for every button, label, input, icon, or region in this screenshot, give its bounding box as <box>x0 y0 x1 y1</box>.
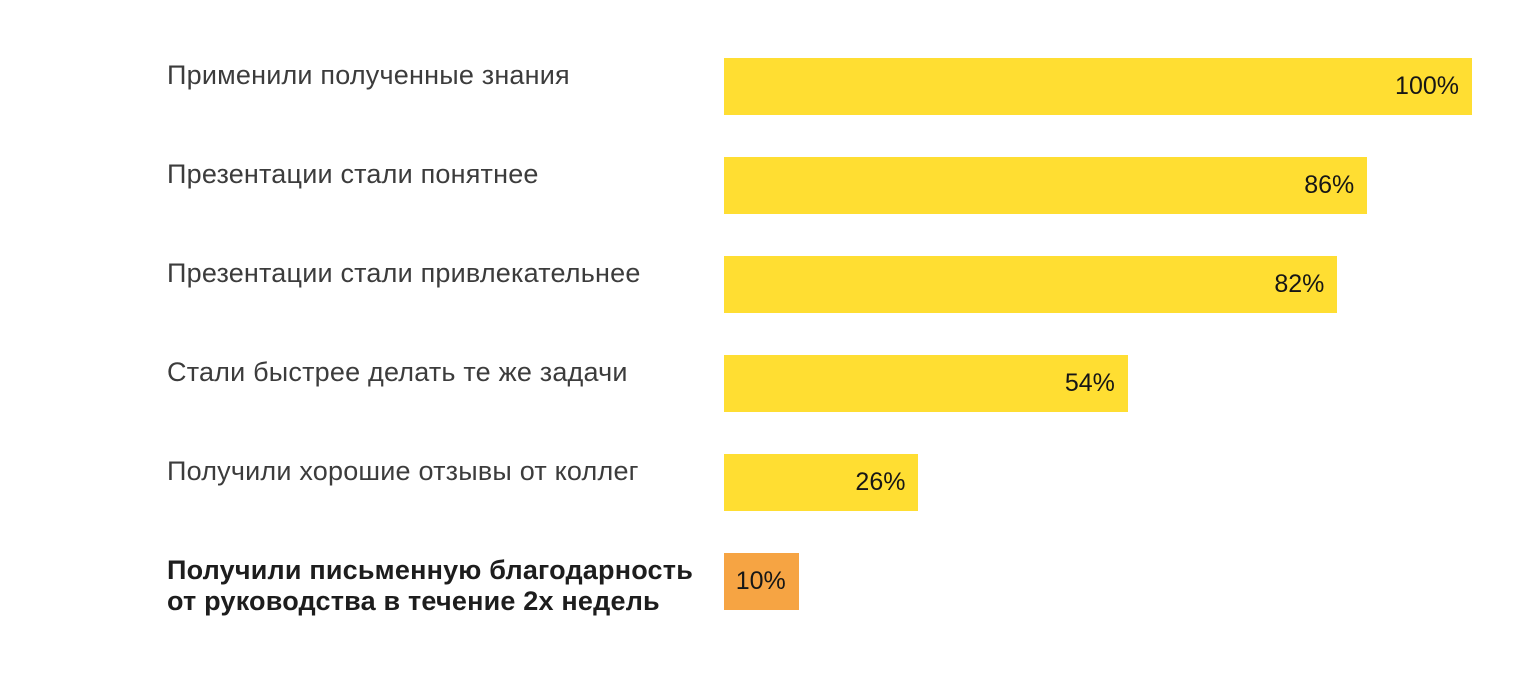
chart-row: Стали быстрее делать те же задачи 54% <box>167 355 1472 412</box>
bar-value-label: 54% <box>1064 369 1115 397</box>
bar: 10% <box>724 553 799 610</box>
bar-track: 54% <box>724 355 1472 412</box>
chart-row: Презентации стали привлекательнее 82% <box>167 256 1472 313</box>
bar-value-label: 86% <box>1304 171 1355 199</box>
category-label: Применили полученные знания <box>167 60 570 90</box>
bar-value-label: 26% <box>855 468 906 496</box>
category-label: Презентации стали понятнее <box>167 159 539 189</box>
bar-value-label: 100% <box>1395 72 1459 100</box>
bar: 100% <box>724 58 1472 115</box>
bar-track: 10% <box>724 553 1472 610</box>
chart-row: Применили полученные знания 100% <box>167 58 1472 115</box>
horizontal-bar-chart: Применили полученные знания 100% Презент… <box>167 58 1472 652</box>
chart-row: Получили хорошие отзывы от коллег 26% <box>167 454 1472 511</box>
category-label: Стали быстрее делать те же задачи <box>167 357 628 387</box>
bar: 82% <box>724 256 1338 313</box>
bar: 54% <box>724 355 1128 412</box>
chart-row: Получили письменную благодарность от рук… <box>167 553 1472 616</box>
chart-row: Презентации стали понятнее 86% <box>167 157 1472 214</box>
bar-track: 82% <box>724 256 1472 313</box>
bar: 86% <box>724 157 1368 214</box>
category-label: Презентации стали привлекательнее <box>167 258 641 288</box>
category-label: Получили письменную благодарность от рук… <box>167 555 693 616</box>
category-label: Получили хорошие отзывы от коллег <box>167 456 639 486</box>
bar-value-label: 10% <box>735 567 786 595</box>
bar-track: 86% <box>724 157 1472 214</box>
bar-track: 100% <box>724 58 1472 115</box>
bar-track: 26% <box>724 454 1472 511</box>
bar-value-label: 82% <box>1274 270 1325 298</box>
bar: 26% <box>724 454 919 511</box>
